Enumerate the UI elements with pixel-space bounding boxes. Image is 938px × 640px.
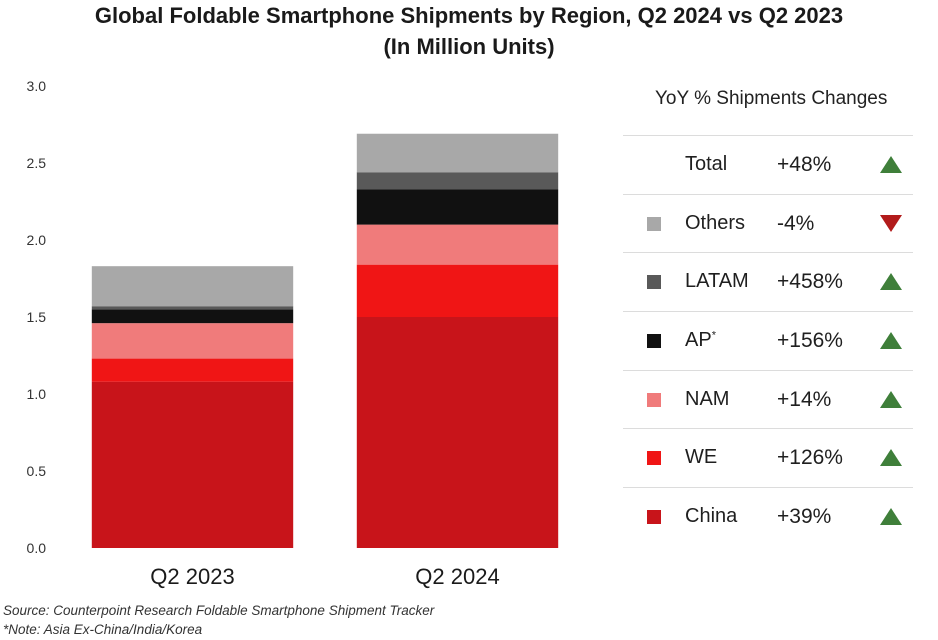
bar-segment-others: [356, 133, 559, 173]
bar-segment-we: [356, 264, 559, 317]
yoy-change: +156%: [777, 329, 843, 353]
yoy-change: +458%: [777, 270, 843, 294]
legend-swatch: [647, 392, 661, 407]
yoy-change: +14%: [777, 387, 832, 411]
bar-segment-nam: [356, 224, 559, 265]
legend-swatch: [647, 216, 661, 231]
legend-label: NAM: [685, 387, 730, 410]
down-arrow-icon: [880, 214, 902, 232]
up-arrow-icon: [880, 449, 902, 467]
legend-row-china: China +39%: [623, 487, 913, 546]
legend-title: YoY % Shipments Changes: [655, 88, 888, 109]
legend-swatch: [647, 451, 661, 466]
x-tick-label: Q2 2024: [415, 564, 499, 589]
bar-segment-ap: [356, 189, 559, 225]
x-tick-label: Q2 2023: [150, 564, 234, 589]
legend-label-text: AP: [685, 329, 712, 352]
legend-label: LATAM: [685, 270, 749, 293]
legend-row-nam: NAM +14%: [623, 369, 913, 429]
y-tick-label: 0.0: [27, 540, 47, 556]
bar-segment-we: [91, 358, 294, 382]
y-tick-label: 2.5: [27, 155, 47, 171]
bar-segment-latam: [356, 172, 559, 190]
bar-segment-china: [356, 317, 559, 548]
bar-segment-nam: [91, 323, 294, 359]
up-arrow-icon: [880, 508, 902, 526]
yoy-legend-table: Total +48% Others -4% LATAM +458% AP* +1…: [623, 135, 913, 546]
legend-label: Others: [685, 211, 746, 234]
y-tick-label: 0.5: [27, 463, 47, 479]
yoy-change: -4%: [777, 211, 815, 235]
up-arrow-icon: [880, 332, 902, 350]
bar-segment-latam: [91, 306, 294, 310]
footnote-line: *Note: Asia Ex-China/India/Korea: [3, 622, 203, 637]
chart-title: Global Foldable Smartphone Shipments by …: [0, 0, 938, 62]
bar-segment-china: [91, 381, 294, 548]
yoy-change: +48%: [777, 153, 832, 176]
legend-swatch: [647, 510, 661, 525]
legend-swatch: [647, 334, 661, 349]
bar-segment-others: [91, 266, 294, 307]
legend-row-total: Total +48%: [623, 135, 913, 194]
up-arrow-icon: [880, 390, 902, 408]
y-tick-label: 1.5: [27, 309, 47, 325]
legend-label: WE: [685, 446, 718, 469]
bar-segment-ap: [91, 309, 294, 324]
up-arrow-icon: [880, 156, 902, 173]
title-line-1: Global Foldable Smartphone Shipments by …: [94, 3, 844, 28]
source-line: Source: Counterpoint Research Foldable S…: [3, 603, 435, 618]
y-tick-label: 1.0: [27, 386, 47, 402]
legend-row-we: WE +126%: [623, 428, 913, 487]
yoy-change: +126%: [777, 446, 843, 470]
y-tick-label: 3.0: [27, 78, 47, 94]
legend-label: Total: [685, 153, 728, 175]
source-note: Source: Counterpoint Research Foldable S…: [3, 601, 434, 639]
stacked-bar-chart: 0.0 0.5 1.0 1.5 2.0 2.5 3.0 Q2 2023 Q2 2024: [27, 78, 559, 589]
footnote-mark: *: [711, 329, 716, 342]
title-line-2: (In Million Units): [383, 34, 555, 59]
legend-row-ap: AP* +156%: [623, 311, 913, 370]
legend-swatch: [647, 275, 661, 290]
legend-row-others: Others -4%: [623, 193, 913, 253]
yoy-change: +39%: [777, 505, 832, 529]
up-arrow-icon: [880, 273, 902, 291]
legend-label: China: [685, 505, 738, 528]
y-tick-label: 2.0: [27, 232, 47, 248]
legend-label: AP*: [685, 329, 716, 352]
legend-row-latam: LATAM +458%: [623, 252, 913, 311]
